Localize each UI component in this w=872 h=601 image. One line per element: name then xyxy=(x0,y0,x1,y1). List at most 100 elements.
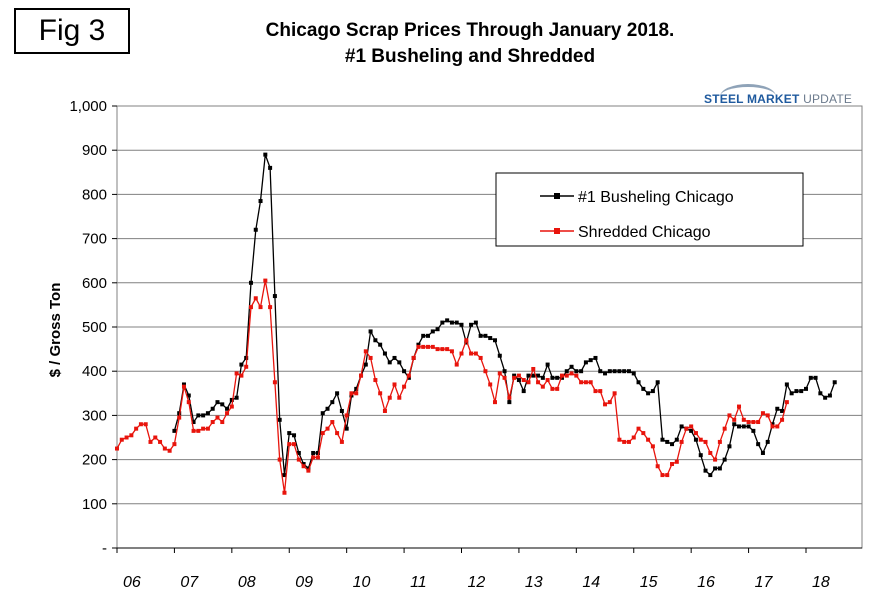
data-point xyxy=(282,473,287,478)
data-point xyxy=(263,278,268,283)
data-point xyxy=(579,380,584,385)
data-point xyxy=(205,411,210,416)
data-point xyxy=(445,347,450,352)
data-point xyxy=(191,420,196,425)
data-point xyxy=(315,455,320,460)
data-point xyxy=(473,320,478,325)
data-point xyxy=(583,380,588,385)
data-point xyxy=(684,426,689,431)
data-point xyxy=(737,404,742,409)
data-point xyxy=(574,369,579,374)
data-point xyxy=(784,400,789,405)
data-point xyxy=(311,450,316,455)
data-point xyxy=(292,433,297,438)
data-point xyxy=(660,437,665,442)
data-point xyxy=(268,305,273,310)
data-point xyxy=(129,433,134,438)
data-point xyxy=(564,369,569,374)
data-point xyxy=(784,382,789,387)
data-point xyxy=(646,437,651,442)
data-point xyxy=(392,355,397,360)
y-tick-label: 700 xyxy=(82,231,107,248)
data-point xyxy=(473,351,478,356)
data-point xyxy=(670,462,675,467)
data-point xyxy=(713,457,718,462)
data-point xyxy=(832,380,837,385)
data-point xyxy=(292,442,297,447)
data-point xyxy=(665,439,670,444)
data-point xyxy=(536,373,541,378)
data-point xyxy=(698,453,703,458)
data-point xyxy=(402,369,407,374)
data-point xyxy=(540,375,545,380)
logo-text-part-1: STEEL MARKET xyxy=(704,92,800,106)
data-point xyxy=(674,437,679,442)
data-point xyxy=(741,417,746,422)
data-point xyxy=(186,400,191,405)
data-point xyxy=(502,369,507,374)
legend-label: Shredded Chicago xyxy=(578,224,711,241)
data-point xyxy=(406,375,411,380)
data-point xyxy=(263,152,268,157)
steel-market-update-logo: STEEL MARKET UPDATE xyxy=(694,84,872,124)
data-point xyxy=(349,391,354,396)
data-point xyxy=(689,428,694,433)
data-point xyxy=(574,373,579,378)
data-point xyxy=(521,389,526,394)
data-point xyxy=(282,490,287,495)
data-point xyxy=(550,375,555,380)
data-point xyxy=(617,437,622,442)
data-point xyxy=(569,364,574,369)
data-point xyxy=(727,444,732,449)
data-point xyxy=(435,327,440,332)
data-point xyxy=(693,437,698,442)
data-point xyxy=(478,355,483,360)
data-point xyxy=(483,369,488,374)
data-point xyxy=(296,457,301,462)
data-point xyxy=(469,322,474,327)
data-point xyxy=(760,411,765,416)
y-tick-label: 500 xyxy=(82,319,107,336)
data-point xyxy=(445,318,450,323)
y-tick-label: 300 xyxy=(82,407,107,424)
data-point xyxy=(119,437,124,442)
data-point xyxy=(392,382,397,387)
data-point xyxy=(689,424,694,429)
data-point xyxy=(650,389,655,394)
x-tick-label: 12 xyxy=(468,574,486,591)
data-point xyxy=(488,382,493,387)
data-point xyxy=(770,424,775,429)
data-point xyxy=(497,353,502,358)
data-point xyxy=(210,406,215,411)
data-point xyxy=(603,402,608,407)
data-point xyxy=(330,400,335,405)
data-point xyxy=(143,422,148,427)
data-point xyxy=(775,424,780,429)
data-point xyxy=(196,428,201,433)
data-point xyxy=(492,400,497,405)
data-point xyxy=(153,435,158,440)
data-point xyxy=(158,439,163,444)
data-point xyxy=(196,413,201,418)
data-point xyxy=(588,380,593,385)
data-point xyxy=(636,426,641,431)
data-point xyxy=(746,424,751,429)
data-point xyxy=(234,395,239,400)
data-point xyxy=(421,344,426,349)
data-point xyxy=(531,373,536,378)
data-point xyxy=(545,378,550,383)
data-point xyxy=(272,380,277,385)
data-point xyxy=(253,296,258,301)
data-point xyxy=(301,464,306,469)
data-point xyxy=(325,406,330,411)
x-tick-label: 16 xyxy=(697,574,715,591)
data-point xyxy=(497,371,502,376)
data-point xyxy=(186,393,191,398)
y-tick-label: 1,000 xyxy=(69,98,107,115)
data-point xyxy=(502,375,507,380)
data-point xyxy=(526,380,531,385)
data-point xyxy=(397,395,402,400)
data-point xyxy=(406,373,411,378)
legend-swatch-marker xyxy=(554,193,560,199)
data-point xyxy=(708,473,713,478)
